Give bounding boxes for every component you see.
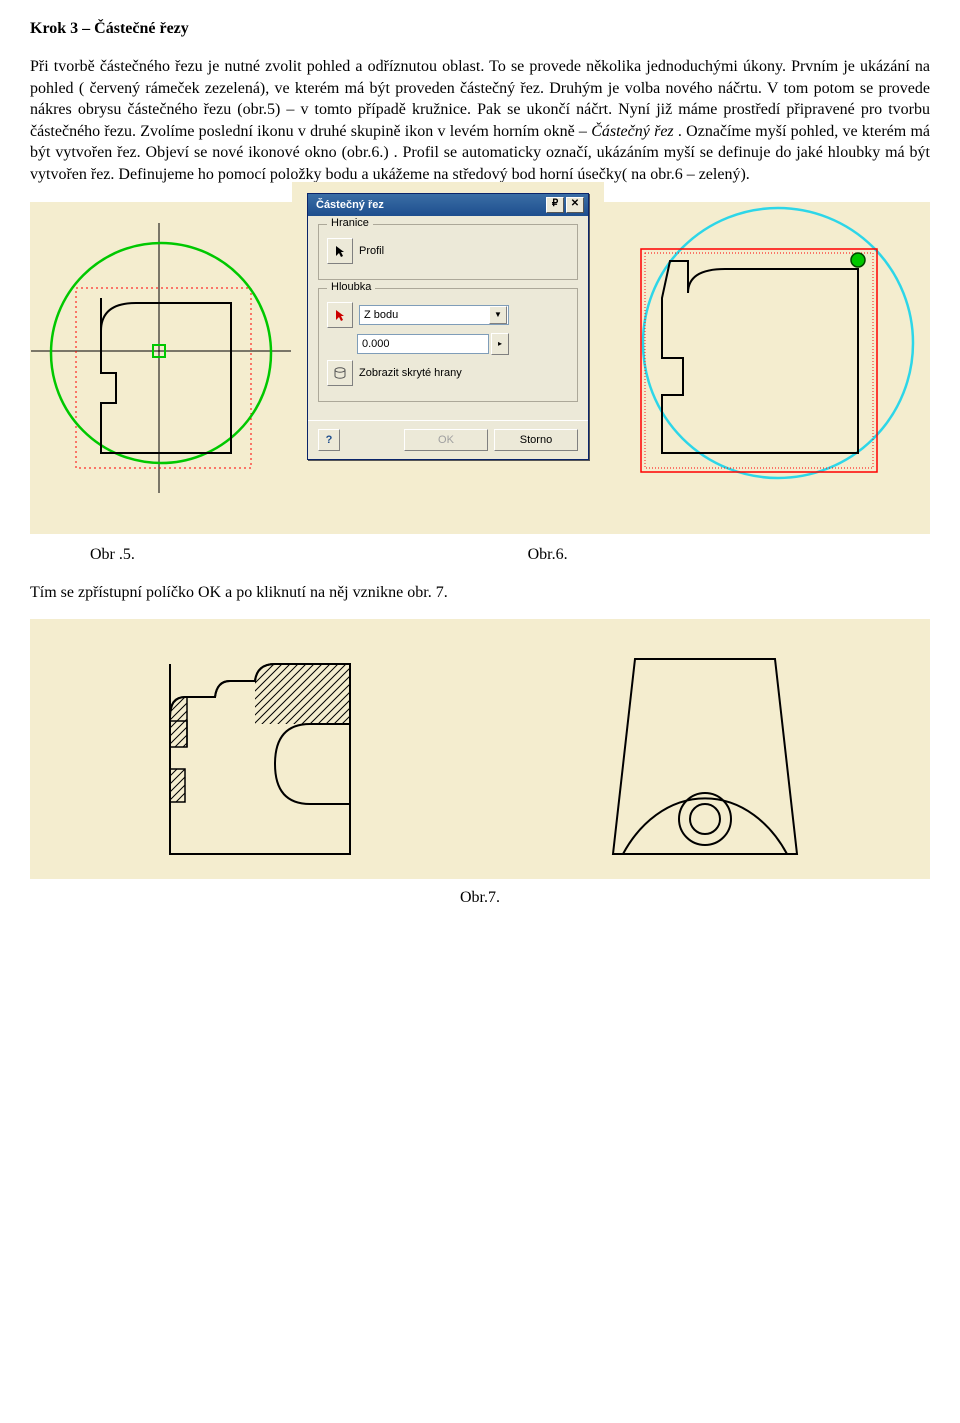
captions-row: Obr .5. Obr.6.: [30, 546, 930, 564]
group-hranice: Hranice Profil: [318, 224, 578, 280]
pin-icon[interactable]: ₽: [546, 197, 564, 213]
group-hloubka: Hloubka Z bodu ▼ ▸: [318, 288, 578, 402]
figure-7-row: [30, 619, 930, 879]
cancel-button[interactable]: Storno: [494, 429, 578, 451]
group-hloubka-label: Hloubka: [327, 281, 375, 293]
red-dotted-rect: [76, 288, 251, 468]
figures-row: Částečný řez ₽ ✕ Hranice Profil: [30, 202, 930, 534]
ok-button[interactable]: OK: [404, 429, 488, 451]
pointer-red-icon[interactable]: [327, 302, 353, 328]
figure-dialog-wrap: Částečný řez ₽ ✕ Hranice Profil: [292, 182, 604, 534]
body-paragraph: Při tvorbě částečného řezu je nutné zvol…: [30, 56, 930, 186]
caption-5: Obr .5.: [30, 546, 348, 564]
figure-7-left: [125, 629, 385, 869]
chevron-down-icon[interactable]: ▼: [489, 306, 507, 324]
group-hranice-label: Hranice: [327, 217, 373, 229]
caption-7: Obr.7.: [30, 889, 930, 907]
green-dot: [851, 253, 865, 267]
close-icon[interactable]: ✕: [566, 197, 584, 213]
profil-label: Profil: [359, 245, 384, 257]
depth-combo-value: Z bodu: [364, 309, 398, 321]
figure-6: [604, 202, 926, 504]
dialog-titlebar: Částečný řez ₽ ✕: [308, 194, 588, 216]
figure-5: [30, 202, 292, 504]
hidden-edges-label: Zobrazit skryté hrany: [359, 367, 462, 379]
red-rect: [641, 249, 877, 472]
spinner-icon[interactable]: ▸: [491, 333, 509, 355]
depth-value-input[interactable]: [357, 334, 489, 354]
green-circle: [51, 243, 271, 463]
line-after: Tím se zpřístupní políčko OK a po kliknu…: [30, 582, 930, 604]
depth-combo[interactable]: Z bodu ▼: [359, 305, 509, 325]
dialog: Částečný řez ₽ ✕ Hranice Profil: [307, 193, 589, 460]
dialog-title-text: Částečný řez: [316, 199, 384, 211]
profile-shape: [101, 298, 231, 453]
para-italic: Částečný řez: [591, 123, 673, 140]
hidden-edges-icon[interactable]: [327, 360, 353, 386]
pointer-icon[interactable]: [327, 238, 353, 264]
help-icon[interactable]: ?: [318, 429, 340, 451]
page-title: Krok 3 – Částečné řezy: [30, 20, 930, 38]
profile-shape-6: [662, 261, 858, 453]
caption-6: Obr.6.: [348, 546, 930, 564]
figure-7-right: [575, 629, 835, 869]
